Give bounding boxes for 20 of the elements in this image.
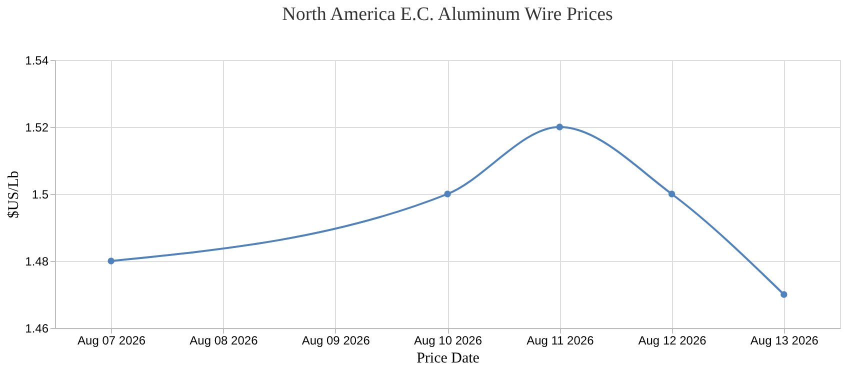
point xyxy=(108,258,114,264)
x-tick-label: Aug 11 2026 xyxy=(526,334,594,348)
x-tick-label: Aug 07 2026 xyxy=(78,334,146,348)
x-tick-label: Aug 13 2026 xyxy=(750,334,819,348)
x-tick-label: Aug 10 2026 xyxy=(414,334,482,348)
x-tick-label: Aug 12 2026 xyxy=(638,334,707,348)
x-tick-label: Aug 09 2026 xyxy=(302,334,370,348)
y-tick-label: 1.46 xyxy=(25,322,49,336)
chart-title: North America E.C. Aluminum Wire Prices xyxy=(282,4,613,25)
point xyxy=(444,190,451,198)
point xyxy=(780,291,788,298)
y-tick-label: 1.54 xyxy=(25,54,49,68)
point xyxy=(556,124,563,130)
x-tick-label: Aug 08 2026 xyxy=(190,334,258,348)
y-tick-label: 1.48 xyxy=(25,254,49,268)
x-axis-title: Price Date xyxy=(416,350,480,366)
y-tick-label: 1.52 xyxy=(25,120,49,134)
y-axis-title: $US/Lb xyxy=(6,170,22,218)
point xyxy=(668,190,676,198)
y-tick-label: 1.5 xyxy=(32,188,49,202)
